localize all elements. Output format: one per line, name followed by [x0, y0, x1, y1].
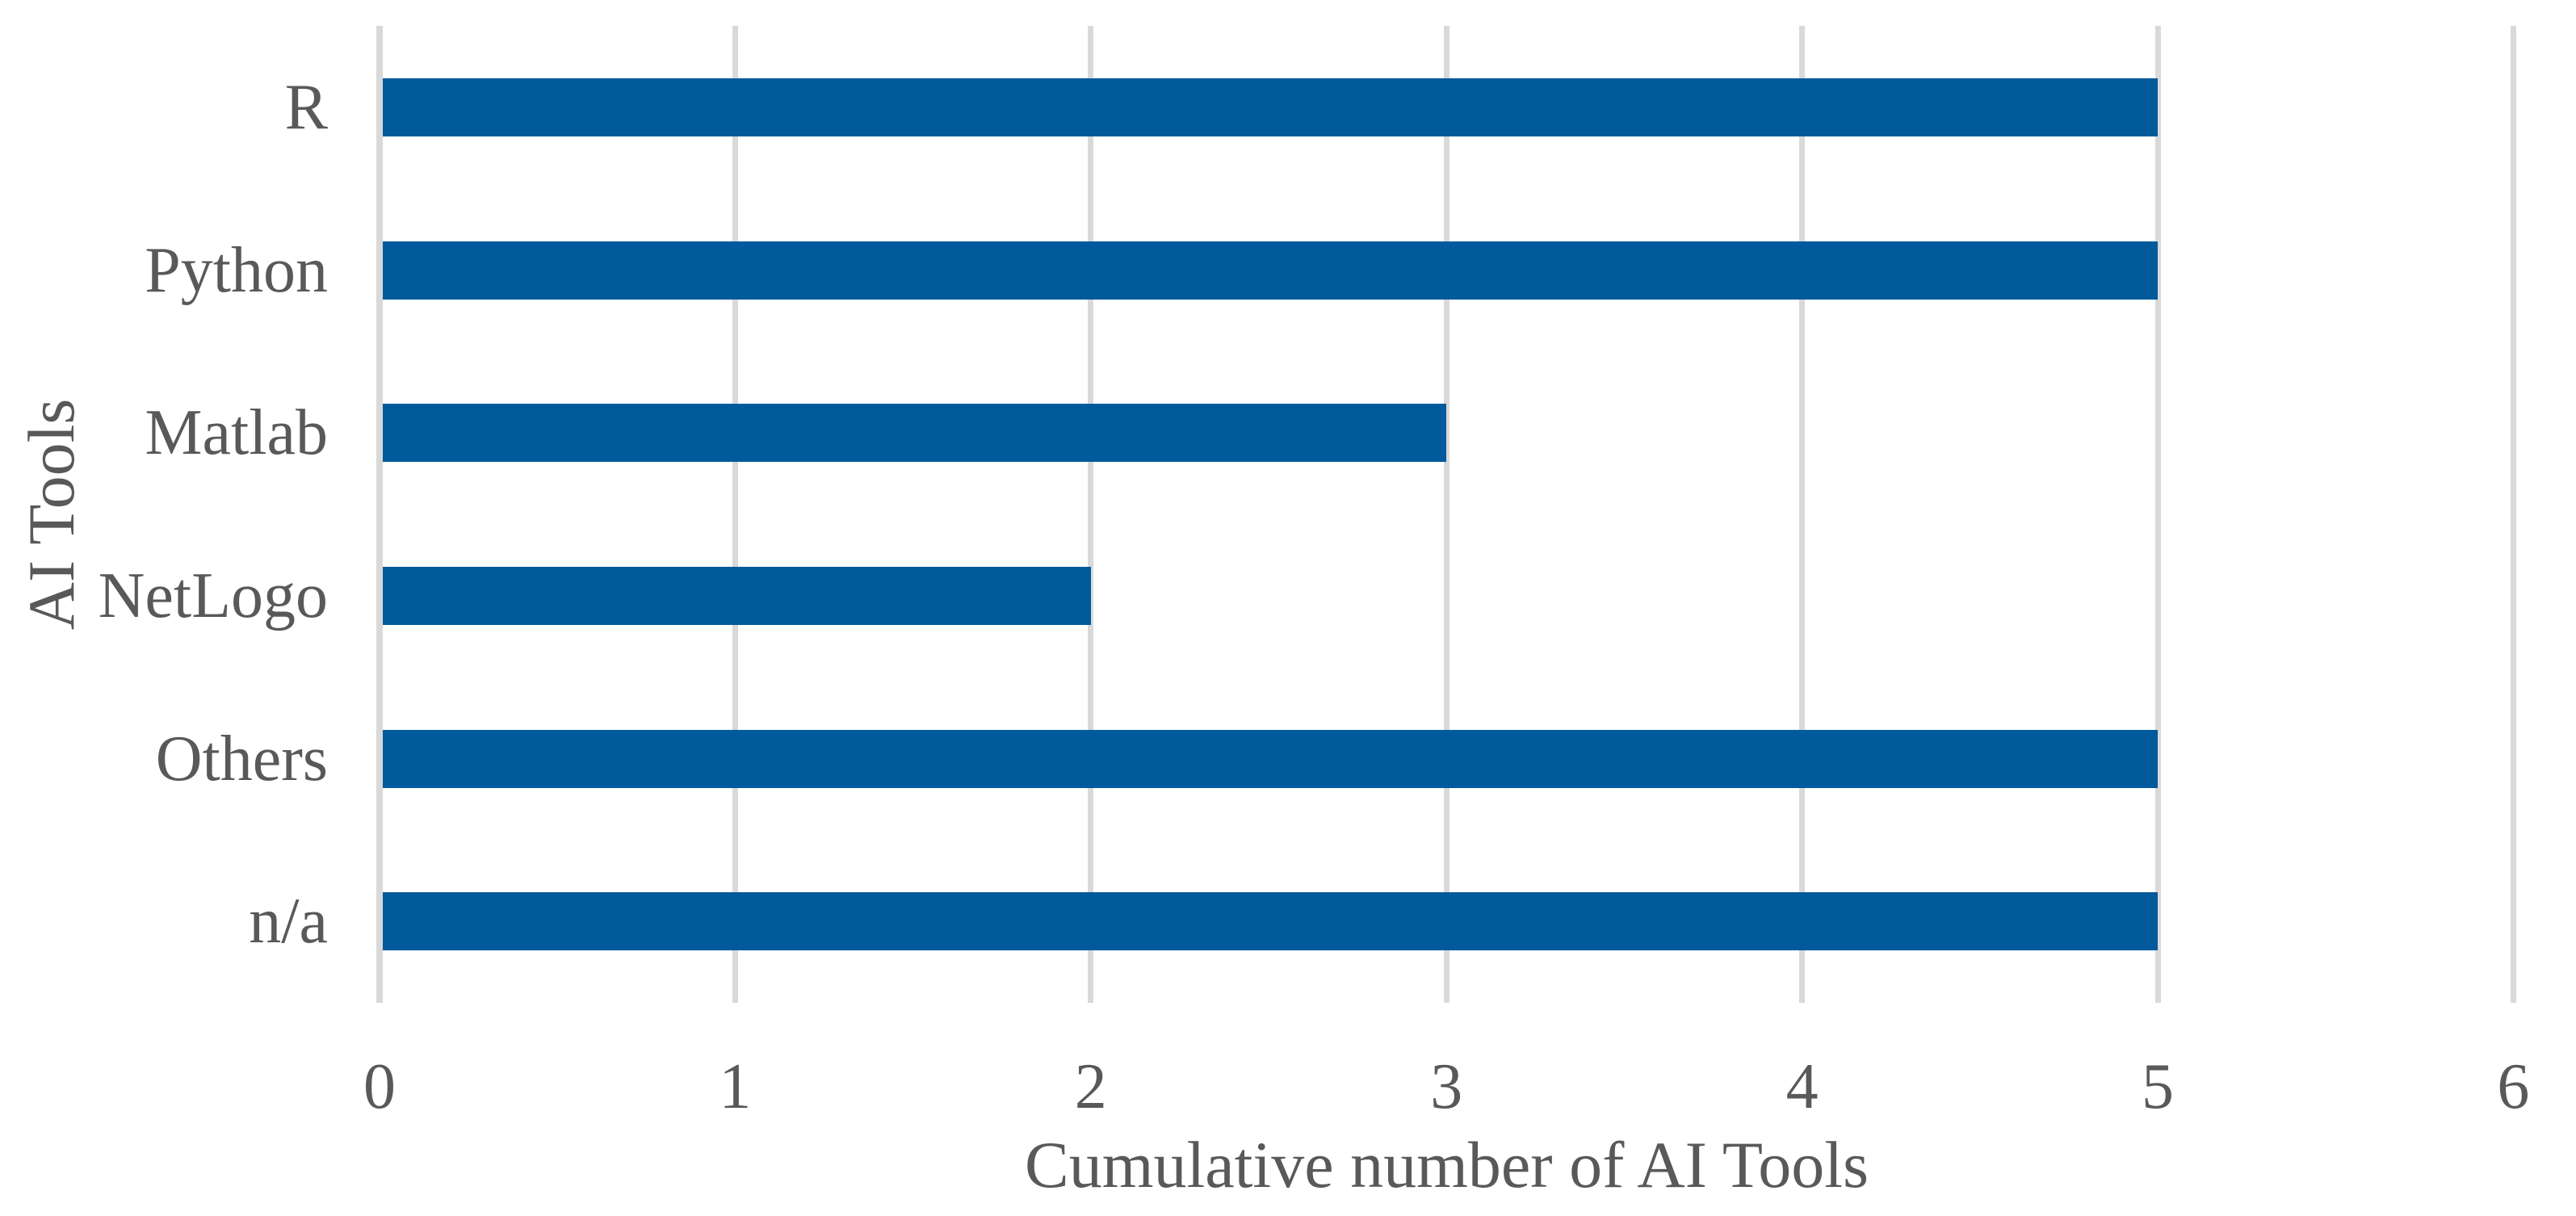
gridline-x-2 [1088, 26, 1094, 1003]
x-tick-label-5: 5 [2142, 1051, 2174, 1122]
bar-R [383, 78, 2158, 136]
category-label-Matlab: Matlab [145, 397, 328, 469]
x-tick-label-6: 6 [2497, 1051, 2530, 1122]
x-tick-label-3: 3 [1430, 1051, 1463, 1122]
x-tick-label-2: 2 [1074, 1051, 1107, 1122]
y-axis-line [376, 26, 383, 1003]
category-label-R: R [284, 71, 328, 143]
gridline-x-4 [1799, 26, 1806, 1003]
plot-area [380, 26, 2516, 1003]
category-label-Python: Python [145, 234, 328, 306]
x-axis-title: Cumulative number of AI Tools [1025, 1128, 1869, 1201]
bar-Others [383, 729, 2158, 788]
bar-Python [383, 241, 2158, 300]
gridline-x-6 [2510, 26, 2516, 1003]
y-axis-title: AI Tools [14, 398, 88, 631]
x-tick-label-0: 0 [363, 1051, 396, 1122]
bar-Matlab [383, 404, 1447, 463]
x-tick-label-4: 4 [1785, 1051, 1819, 1122]
category-label-Others: Others [155, 723, 328, 795]
category-label-n/a: n/a [249, 886, 328, 958]
gridline-x-5 [2154, 26, 2161, 1003]
x-tick-label-1: 1 [719, 1051, 752, 1122]
bar-n/a [383, 892, 2158, 951]
gridline-x-1 [732, 26, 738, 1003]
category-label-NetLogo: NetLogo [98, 560, 328, 631]
bar-NetLogo [383, 566, 1091, 625]
gridline-x-3 [1443, 26, 1450, 1003]
